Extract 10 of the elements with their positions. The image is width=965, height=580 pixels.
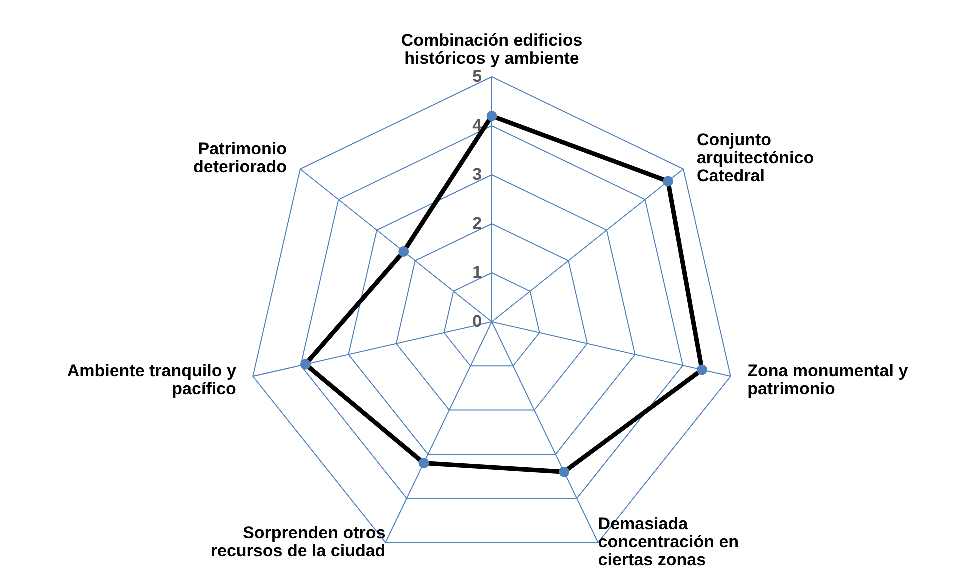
y-tick-label: 4 — [472, 116, 483, 135]
spoke-label: Patrimonio deteriorado — [194, 140, 288, 177]
spoke-label: Ambiente tranquilo y pacífico — [67, 361, 237, 398]
y-tick-label: 1 — [472, 263, 482, 282]
spoke-label: Combinación edificios históricos y ambiente — [401, 31, 583, 68]
y-tick-label: 2 — [472, 214, 482, 233]
spoke-label: Zona monumental y patrimonio — [748, 361, 909, 398]
spoke-label: Conjunto arquitectónico Catedral — [696, 130, 814, 186]
y-tick-label: 5 — [472, 67, 482, 86]
y-tick-label: 3 — [472, 165, 482, 184]
